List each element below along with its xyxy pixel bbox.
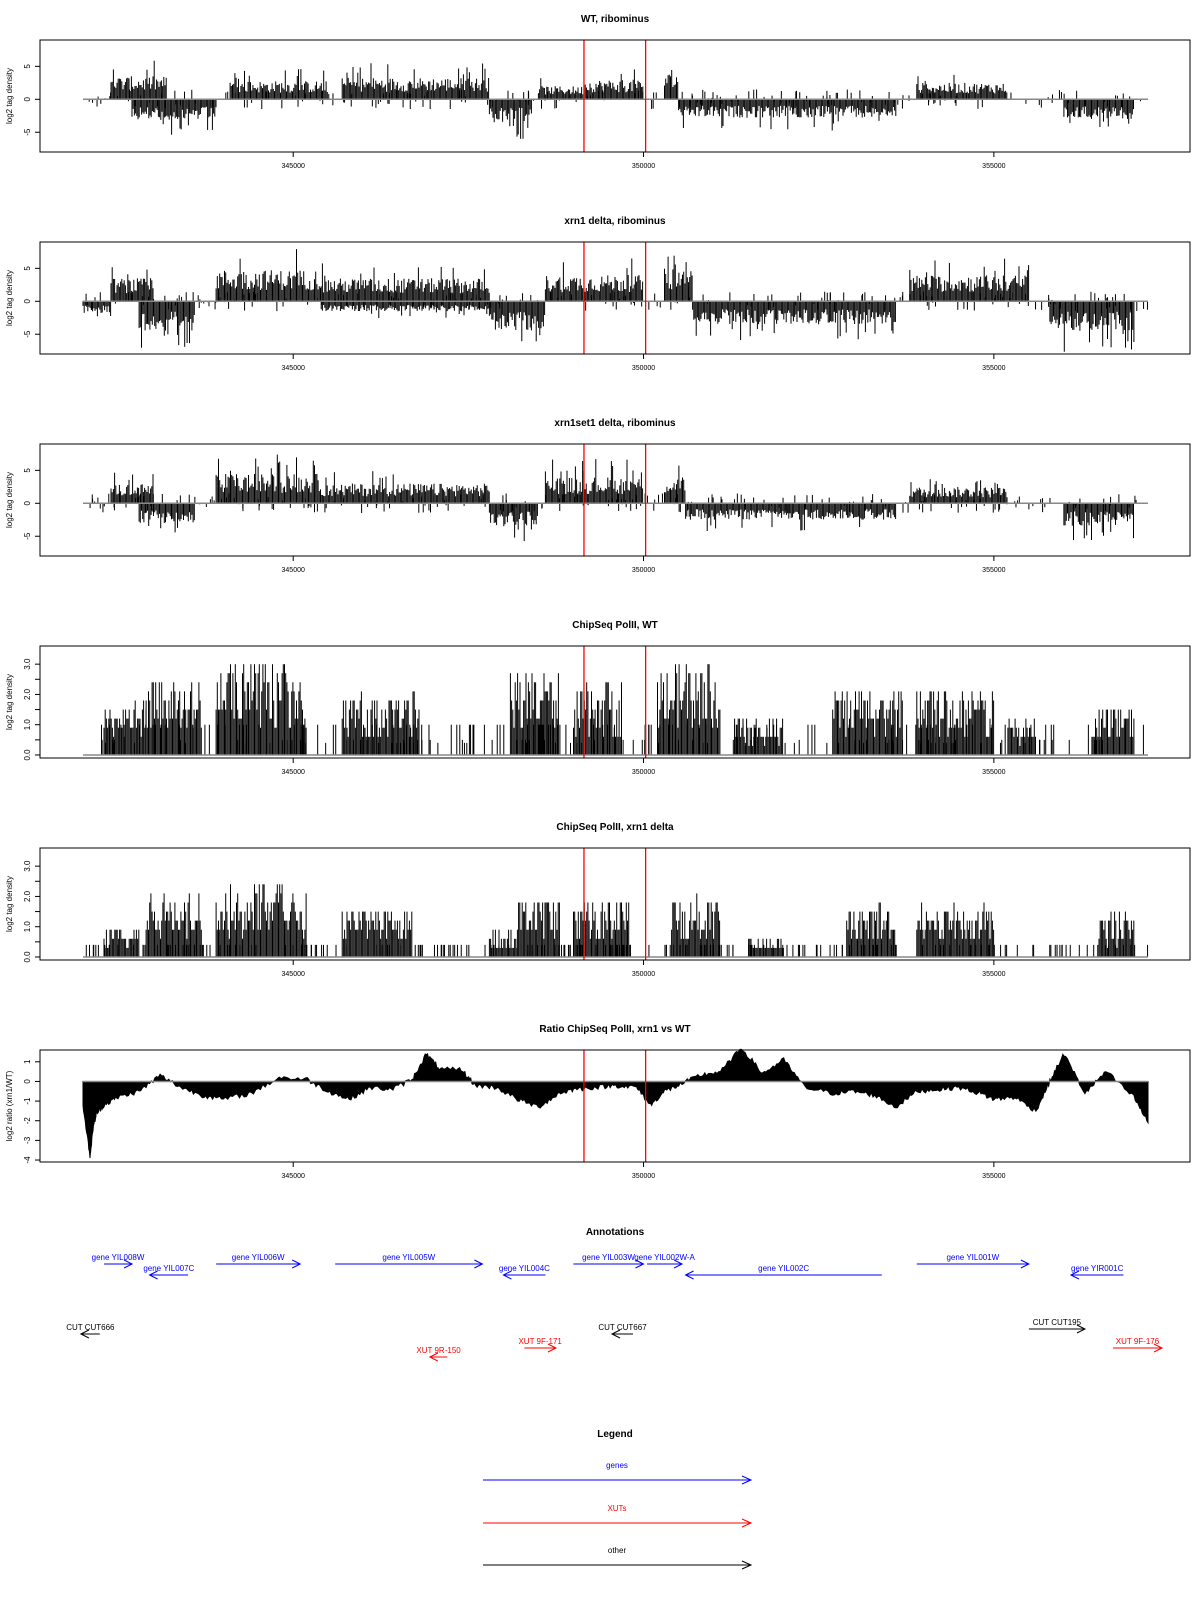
- x-tick-label: 355000: [982, 163, 1005, 170]
- x-tick-label: 345000: [282, 1173, 305, 1180]
- ratio-area: [82, 1048, 1149, 1159]
- y-tick-label: 5: [23, 468, 32, 473]
- track-panel: xrn1 delta, ribominus log2 tag density -5 0…: [5, 216, 1191, 372]
- y-tick-label: -5: [23, 532, 32, 540]
- data-marks: [89, 454, 1137, 542]
- y-tick-label: 1.0: [23, 921, 32, 933]
- data-marks: [100, 664, 1144, 755]
- plot-frame: [39, 241, 1191, 355]
- y-tick-label: 0: [23, 299, 32, 304]
- annotations-panel: Annotations gene YIL008W gene YIL007C gene …: [66, 1227, 1164, 1362]
- x-tick-label: 345000: [282, 971, 305, 978]
- track-title: Ratio ChipSeq PolII, xrn1 vs WT: [539, 1024, 690, 1035]
- x-tick-label: 350000: [632, 769, 655, 776]
- plot-frame: [39, 1049, 1191, 1163]
- y-tick-label: -2: [23, 1117, 32, 1125]
- x-tick-label: 350000: [632, 971, 655, 978]
- feature-gene: gene YIL006W: [216, 1253, 302, 1269]
- y-tick-label: -5: [23, 330, 32, 338]
- y-tick-label: 0: [23, 97, 32, 102]
- track-panel: ChipSeq PolII, xrn1 delta log2 tag densit…: [5, 822, 1191, 978]
- x-tick-label: 355000: [982, 567, 1005, 574]
- data-marks: [82, 249, 1148, 352]
- y-axis-label: log2 tag density: [5, 68, 14, 124]
- feature-label: gene YIL008W: [92, 1253, 145, 1262]
- plot-frame: [39, 443, 1191, 557]
- y-tick-label: 0: [23, 501, 32, 506]
- track-title: WT, ribominus: [581, 14, 650, 25]
- arrowhead-right-icon: [123, 1259, 134, 1269]
- feature-label: gene YIL006W: [232, 1253, 285, 1262]
- data-marks: [85, 884, 1149, 957]
- y-tick-label: 3.0: [23, 658, 32, 670]
- y-axis-label: log2 tag density: [5, 270, 14, 326]
- arrowhead-right-icon: [291, 1259, 302, 1269]
- plot-frame: [39, 645, 1191, 759]
- y-axis-label: log2 tag density: [5, 674, 14, 730]
- y-axis-label: log2 ratio (xrn1/WT): [5, 1070, 14, 1141]
- y-tick-label: -1: [23, 1097, 32, 1105]
- x-tick-label: 355000: [982, 971, 1005, 978]
- track-panel: WT, ribominus log2 tag density -5 0 5 345000 3…: [5, 14, 1191, 170]
- y-tick-label: -3: [23, 1136, 32, 1144]
- y-tick-label: 0: [23, 1079, 32, 1084]
- y-tick-label: 2.0: [23, 688, 32, 700]
- feature-gene: gene YIL007C: [143, 1264, 195, 1280]
- x-tick-label: 345000: [282, 567, 305, 574]
- y-axis-label: log2 tag density: [5, 876, 14, 932]
- track-title: xrn1 delta, ribominus: [564, 216, 666, 227]
- y-tick-label: 3.0: [23, 860, 32, 872]
- annotations-title: Annotations: [586, 1227, 645, 1238]
- y-tick-label: -4: [23, 1156, 32, 1164]
- data-marks: [82, 1048, 1149, 1159]
- y-tick-label: 2.0: [23, 890, 32, 902]
- y-tick-label: 5: [23, 64, 32, 69]
- x-tick-label: 345000: [282, 163, 305, 170]
- y-tick-label: -5: [23, 128, 32, 136]
- x-tick-label: 345000: [282, 769, 305, 776]
- track-panel: ChipSeq PolII, WT log2 tag density 0.0 1.0 2…: [5, 620, 1191, 776]
- y-tick-label: 0.0: [23, 749, 32, 761]
- data-marks: [88, 60, 1144, 139]
- x-tick-label: 355000: [982, 769, 1005, 776]
- plot-frame: [39, 39, 1191, 153]
- track-panel: xrn1set1 delta, ribominus log2 tag densit…: [5, 418, 1191, 574]
- y-tick-label: 1: [23, 1059, 32, 1064]
- track-panel: Ratio ChipSeq PolII, xrn1 vs WT log2 rati…: [5, 1024, 1191, 1180]
- x-tick-label: 350000: [632, 163, 655, 170]
- track-panels: WT, ribominus log2 tag density -5 0 5 345000 3…: [5, 14, 1191, 1180]
- y-tick-label: 1.0: [23, 719, 32, 731]
- y-tick-label: 5: [23, 266, 32, 271]
- plot-frame: [39, 847, 1191, 961]
- y-tick-label: 0.0: [23, 951, 32, 963]
- track-title: xrn1set1 delta, ribominus: [554, 418, 676, 429]
- y-axis-label: log2 tag density: [5, 472, 14, 528]
- x-tick-label: 345000: [282, 365, 305, 372]
- x-tick-label: 355000: [982, 365, 1005, 372]
- feature-gene: gene YIL008W: [92, 1253, 145, 1269]
- x-tick-label: 350000: [632, 1173, 655, 1180]
- x-tick-label: 350000: [632, 365, 655, 372]
- x-tick-label: 355000: [982, 1173, 1005, 1180]
- feature-label: gene YIL007C: [143, 1264, 194, 1273]
- x-tick-label: 350000: [632, 567, 655, 574]
- track-title: ChipSeq PolII, xrn1 delta: [556, 822, 674, 833]
- track-title: ChipSeq PolII, WT: [572, 620, 658, 631]
- arrowhead-left-icon: [148, 1270, 158, 1280]
